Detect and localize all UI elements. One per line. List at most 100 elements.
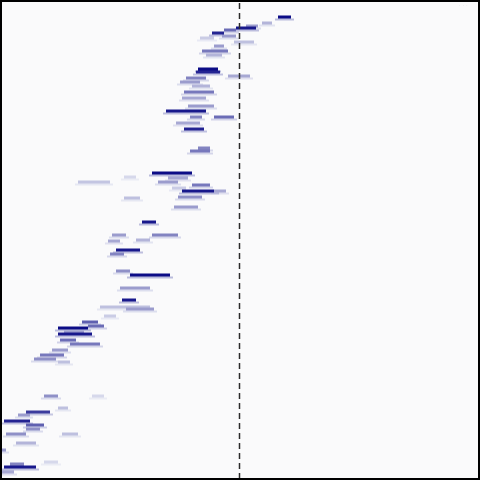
- heatmap-bin: [192, 183, 210, 187]
- heatmap-bin: [214, 115, 234, 119]
- heatmap-bin-halo: [113, 251, 143, 254]
- heatmap-bin: [152, 233, 178, 237]
- corner-label: · · ·: [459, 3, 468, 8]
- heatmap-bin-halo: [169, 189, 189, 192]
- heatmap-bin: [16, 441, 36, 445]
- heatmap-bin: [10, 462, 24, 466]
- heatmap-bin-halo: [55, 409, 71, 412]
- heatmap-bin: [202, 49, 228, 53]
- heatmap-bin-halo: [67, 345, 103, 348]
- heatmap-bin: [92, 394, 104, 398]
- heatmap-bin-halo: [185, 107, 217, 110]
- heatmap-bin-halo: [211, 192, 229, 195]
- heatmap-bin: [130, 273, 170, 277]
- heatmap-bin-halo: [233, 29, 259, 32]
- heatmap-bin: [142, 220, 156, 224]
- heatmap-bin: [184, 90, 214, 94]
- heatmap-bin: [4, 465, 36, 469]
- heatmap-bin: [126, 307, 154, 311]
- heatmap-bin: [18, 413, 30, 417]
- heatmap-bin-halo: [23, 413, 53, 416]
- heatmap-bin: [44, 460, 58, 464]
- heatmap-bin: [82, 320, 98, 324]
- heatmap-bin-halo: [1, 468, 39, 471]
- heatmap-bin: [122, 298, 136, 302]
- heatmap-bin: [188, 104, 214, 108]
- heatmap-bin: [4, 419, 30, 423]
- heatmap-bin-halo: [139, 223, 159, 226]
- heatmap-bin: [34, 357, 56, 361]
- heatmap-bin: [136, 238, 150, 242]
- heatmap-bin: [88, 324, 104, 328]
- heatmap-bin-halo: [203, 56, 225, 59]
- heatmap-bin-halo: [179, 99, 209, 102]
- heatmap-bin-halo: [123, 310, 157, 313]
- heatmap-bin-halo: [155, 183, 181, 186]
- heatmap-bin-halo: [105, 242, 123, 245]
- heatmap-bin-halo: [3, 435, 29, 438]
- heatmap-bin-halo: [189, 87, 213, 90]
- heatmap-bin: [214, 44, 224, 48]
- heatmap-bins: [0, 15, 294, 476]
- heatmap-bin-halo: [107, 255, 127, 258]
- heatmap-bin: [278, 15, 291, 19]
- heatmap-bin: [182, 96, 206, 100]
- heatmap-bin-halo: [149, 236, 181, 239]
- heatmap-bin: [152, 171, 192, 175]
- heatmap-bin-halo: [49, 351, 71, 354]
- heatmap-bin-halo: [121, 178, 139, 181]
- heatmap-bin: [58, 326, 88, 330]
- heatmap-bin-halo: [121, 199, 143, 202]
- heatmap-bin: [196, 70, 220, 74]
- heatmap-bin-halo: [101, 317, 119, 320]
- heatmap-bin-halo: [113, 272, 133, 275]
- heatmap-bin: [262, 21, 272, 25]
- heatmap-bin-halo: [163, 112, 209, 115]
- heatmap-bin-halo: [219, 37, 239, 40]
- heatmap-bin: [158, 180, 178, 184]
- heatmap-bin-halo: [193, 73, 223, 76]
- heatmap-bin: [200, 36, 214, 40]
- heatmap-bin-halo: [187, 118, 205, 121]
- heatmap-bin: [112, 233, 126, 237]
- heatmap-bin: [0, 470, 14, 474]
- heatmap-bin-halo: [181, 130, 207, 133]
- heatmap-bin-halo: [97, 308, 153, 311]
- heatmap-bin-halo: [15, 416, 33, 419]
- heatmap-bin-halo: [41, 397, 61, 400]
- heatmap-bin: [26, 427, 40, 431]
- heatmap-bin-halo: [181, 93, 217, 96]
- heatmap-bin: [184, 127, 204, 131]
- heatmap-bin-halo: [0, 473, 17, 476]
- heatmap-bin-halo: [133, 241, 153, 244]
- heatmap-bin: [212, 31, 224, 35]
- heatmap-bin: [52, 348, 68, 352]
- heatmap-bin-halo: [197, 39, 217, 42]
- heatmap-bin-halo: [75, 183, 113, 186]
- heatmap-bin-halo: [179, 192, 219, 195]
- heatmap-bin: [62, 432, 78, 436]
- heatmap-bin-halo: [149, 174, 195, 177]
- heatmap-bin: [192, 84, 210, 88]
- heatmap-bin: [58, 406, 68, 410]
- heatmap-bin: [78, 180, 110, 184]
- heatmap-bin: [190, 115, 202, 119]
- heatmap-bin-halo: [127, 276, 173, 279]
- heatmap-bin: [116, 269, 130, 273]
- heatmap-bin-halo: [41, 463, 61, 466]
- heatmap-bin-halo: [31, 360, 59, 363]
- heatmap-bin-halo: [89, 397, 107, 400]
- heatmap-bin-halo: [275, 18, 294, 21]
- heatmap-bin-halo: [85, 327, 107, 330]
- heatmap-bin-halo: [231, 43, 257, 46]
- heatmap-bin: [182, 189, 216, 193]
- heatmap-bin: [176, 121, 200, 125]
- heatmap-bin: [222, 34, 236, 38]
- heatmap-bin: [116, 248, 140, 252]
- heatmap-bin: [58, 360, 70, 364]
- heatmap-bin-halo: [211, 47, 227, 50]
